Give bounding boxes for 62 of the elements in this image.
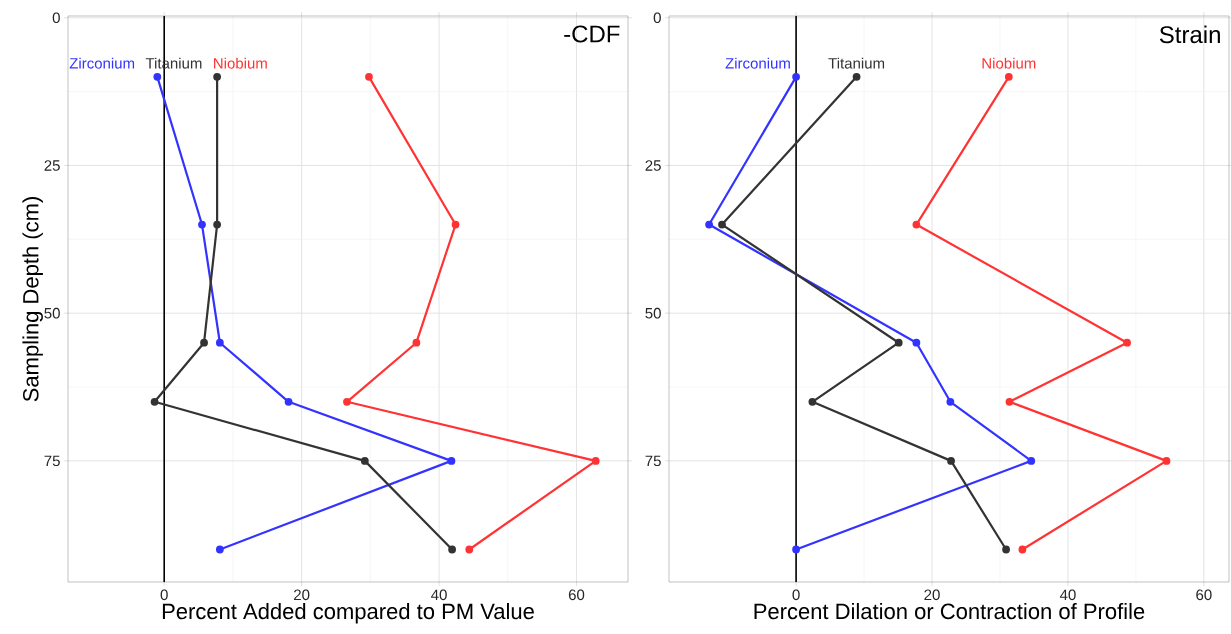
point <box>153 72 162 81</box>
point <box>852 72 861 81</box>
x-tick-label: 60 <box>568 589 585 601</box>
point <box>215 338 224 347</box>
point <box>365 72 373 81</box>
y-tick-label: 50 <box>44 307 60 319</box>
point <box>1123 338 1131 347</box>
point <box>894 338 903 347</box>
point <box>1027 456 1036 465</box>
point <box>792 545 800 554</box>
y-axis-title: Sampling Depth (cm) <box>22 197 43 402</box>
point <box>718 220 726 229</box>
point <box>1005 397 1014 406</box>
point <box>947 456 955 465</box>
point <box>412 338 421 347</box>
point <box>912 338 921 347</box>
text: Niobium <box>214 57 267 69</box>
x-tick-label: 20 <box>924 589 940 601</box>
point <box>1018 545 1027 554</box>
x-tick-label: 0 <box>792 589 800 601</box>
y-tick-label: 25 <box>645 160 661 171</box>
point <box>200 338 208 347</box>
point <box>360 456 369 465</box>
point <box>447 456 456 465</box>
y-tick-label: 50 <box>645 307 661 319</box>
point <box>213 220 222 229</box>
annotation: Strain <box>1159 25 1220 44</box>
point <box>284 397 293 406</box>
point <box>912 220 921 229</box>
point <box>451 220 460 229</box>
point <box>1162 456 1171 465</box>
point <box>150 397 159 406</box>
y-tick-label: 0 <box>653 12 661 24</box>
point <box>465 545 474 554</box>
point <box>1002 545 1010 554</box>
point <box>215 545 224 554</box>
x-tick-label: 40 <box>1059 589 1076 601</box>
point <box>591 456 600 465</box>
series-label: Zirconium <box>69 57 135 69</box>
x-tick-label: 0 <box>160 589 168 601</box>
point <box>343 397 351 406</box>
x-axis-title: Percent Added compared to PM Value <box>162 603 534 624</box>
point <box>808 397 817 406</box>
annotation: -CDF <box>564 25 620 43</box>
point <box>213 72 222 81</box>
series-label: Titanium <box>828 57 885 69</box>
series-label: Niobium <box>982 57 1036 69</box>
point <box>1004 72 1013 81</box>
point <box>705 220 713 229</box>
x-tick-label: 40 <box>431 589 447 601</box>
x-tick-label: 20 <box>294 589 310 601</box>
y-tick-label: 25 <box>44 160 60 171</box>
series-label: Zirconium <box>725 57 790 69</box>
point <box>792 72 800 81</box>
point <box>448 545 457 554</box>
y-tick-label: 75 <box>645 455 661 467</box>
y-tick-label: 75 <box>44 455 60 467</box>
x-tick-label: 60 <box>1196 589 1212 601</box>
point <box>198 220 206 229</box>
x-axis-title: Percent Dilation or Contraction of Profile <box>754 603 1145 620</box>
point <box>946 397 955 406</box>
y-tick-label: 0 <box>52 12 60 24</box>
